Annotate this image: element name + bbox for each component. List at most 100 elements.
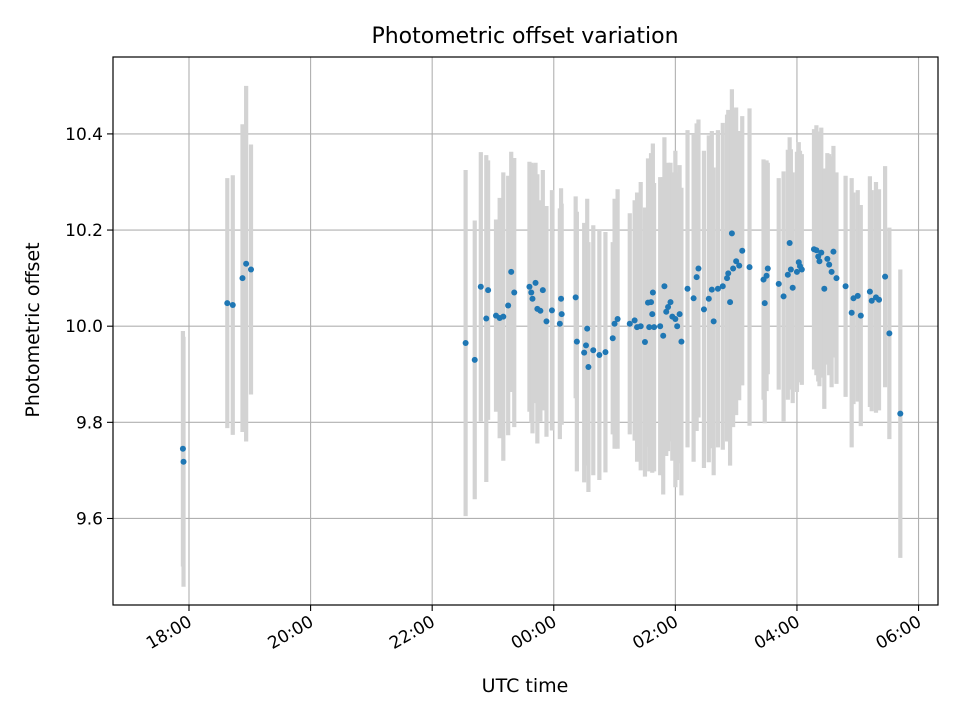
data-point: [537, 307, 544, 314]
data-point: [180, 458, 187, 465]
data-point: [483, 315, 490, 322]
data-point: [651, 324, 658, 331]
data-point: [609, 335, 616, 342]
data-point: [866, 288, 873, 295]
data-point: [611, 320, 618, 327]
data-point: [828, 268, 835, 275]
data-point: [243, 260, 250, 267]
data-point: [787, 266, 794, 273]
data-point: [584, 325, 591, 332]
data-point: [798, 266, 805, 273]
data-point: [724, 275, 731, 282]
data-point: [224, 300, 231, 307]
data-point: [727, 299, 734, 306]
data-point: [763, 272, 770, 279]
data-point: [508, 268, 515, 275]
data-point: [695, 265, 702, 272]
data-point: [543, 318, 550, 325]
data-point: [573, 338, 580, 345]
data-point: [789, 284, 796, 291]
data-point: [830, 248, 837, 255]
data-point: [477, 283, 484, 290]
data-point: [826, 261, 833, 268]
data-point: [663, 308, 670, 315]
y-axis-label: Photometric offset: [22, 242, 44, 417]
data-point: [886, 330, 893, 337]
data-point: [725, 270, 732, 277]
data-point: [813, 247, 820, 254]
data-point: [824, 255, 831, 262]
data-point: [548, 307, 555, 314]
data-point: [637, 323, 644, 330]
data-point: [558, 295, 565, 302]
data-point: [511, 289, 518, 296]
y-tick-label: 10.2: [65, 221, 103, 241]
data-point: [705, 295, 712, 302]
data-point: [897, 410, 904, 417]
data-point: [868, 297, 875, 304]
data-point: [505, 302, 512, 309]
data-point: [833, 275, 840, 282]
axes-frame: [112, 56, 939, 606]
data-point: [719, 283, 726, 290]
data-points: [179, 230, 904, 465]
data-point: [572, 294, 579, 301]
data-point: [882, 273, 889, 280]
y-tick-label: 9.8: [76, 413, 103, 433]
data-point: [739, 247, 746, 254]
data-point: [529, 295, 536, 302]
data-point: [761, 300, 768, 307]
data-point: [500, 313, 507, 320]
data-point: [876, 296, 883, 303]
data-point: [539, 287, 546, 294]
data-point: [728, 230, 735, 237]
data-point: [485, 287, 492, 294]
data-point: [641, 339, 648, 346]
data-point: [684, 285, 691, 292]
data-point: [674, 323, 681, 330]
data-point: [649, 289, 656, 296]
data-point: [848, 309, 855, 316]
data-point: [793, 268, 800, 275]
data-point: [581, 349, 588, 356]
data-point: [661, 283, 668, 290]
y-tick-label: 10.4: [65, 125, 103, 145]
data-point: [714, 285, 721, 292]
data-point: [646, 324, 653, 331]
data-point: [462, 340, 469, 347]
data-point: [665, 303, 672, 310]
data-point: [528, 289, 535, 296]
data-point: [746, 264, 753, 271]
data-point: [736, 262, 743, 269]
data-point: [775, 280, 782, 287]
data-point: [842, 283, 849, 290]
data-point: [582, 342, 589, 349]
data-point: [471, 356, 478, 363]
x-axis-label: UTC time: [482, 675, 569, 697]
data-point: [700, 306, 707, 313]
data-point: [690, 295, 697, 302]
data-point: [784, 271, 791, 278]
data-point: [590, 347, 597, 354]
data-point: [626, 320, 633, 327]
data-point: [596, 352, 603, 359]
data-point: [631, 317, 638, 324]
data-point: [667, 299, 674, 306]
data-point: [649, 311, 656, 318]
data-point: [660, 332, 667, 339]
data-point: [818, 249, 825, 256]
data-point: [556, 320, 563, 327]
data-point: [816, 258, 823, 265]
data-point: [678, 338, 685, 345]
data-point: [857, 312, 864, 319]
chart-title: Photometric offset variation: [371, 24, 678, 49]
data-point: [585, 364, 592, 371]
data-point: [526, 283, 533, 290]
data-point: [780, 293, 787, 300]
data-point: [733, 258, 740, 265]
data-point: [179, 445, 186, 452]
data-point: [710, 318, 717, 325]
y-tick-label: 10.0: [65, 317, 103, 337]
data-point: [558, 311, 565, 318]
